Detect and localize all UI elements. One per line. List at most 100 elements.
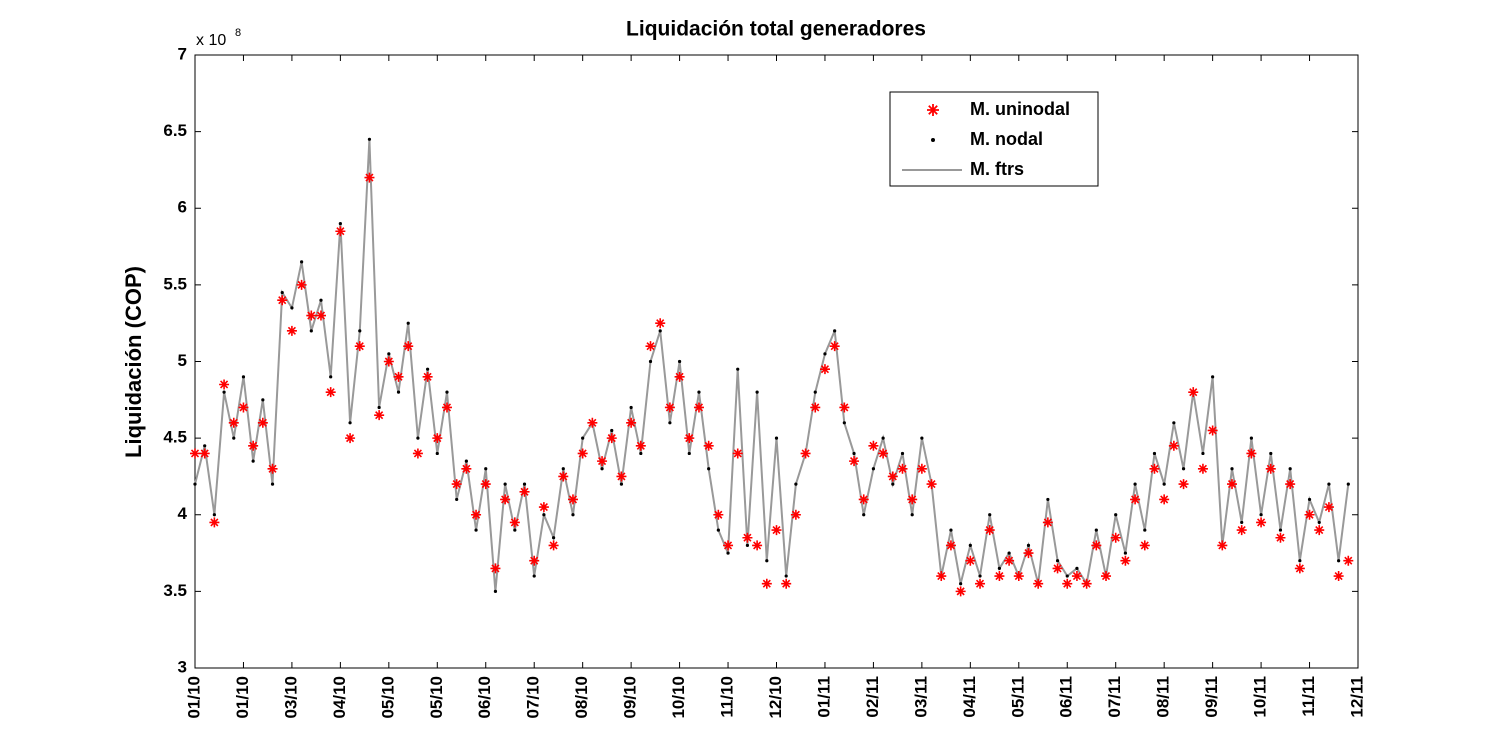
- uninodal-point: [1042, 517, 1053, 528]
- nodal-point: [193, 482, 197, 486]
- nodal-point: [387, 352, 391, 356]
- uninodal-point: [849, 456, 860, 467]
- y-tick-label: 3: [178, 657, 187, 676]
- y-tick-label: 6.5: [163, 121, 187, 140]
- uninodal-point: [480, 479, 491, 490]
- uninodal-point: [422, 371, 433, 382]
- uninodal-point: [645, 341, 656, 352]
- uninodal-point: [810, 402, 821, 413]
- nodal-point: [862, 513, 866, 517]
- uninodal-point: [296, 279, 307, 290]
- uninodal-point: [1159, 494, 1170, 505]
- uninodal-point: [1294, 563, 1305, 574]
- uninodal-point: [1265, 463, 1276, 474]
- x-tick-label: 08/10: [572, 676, 591, 719]
- uninodal-point: [286, 325, 297, 336]
- nodal-point: [871, 467, 876, 471]
- uninodal-point: [664, 402, 675, 413]
- uninodal-point: [354, 341, 365, 352]
- x-tick-label: 11/10: [718, 676, 737, 718]
- nodal-point: [1133, 482, 1137, 486]
- uninodal-point: [887, 471, 898, 482]
- uninodal-point: [1139, 540, 1150, 551]
- nodal-point: [280, 290, 284, 295]
- y-axis-label: Liquidación (COP): [121, 266, 146, 458]
- nodal-point: [1259, 513, 1263, 517]
- nodal-point: [571, 513, 575, 517]
- uninodal-point: [684, 433, 695, 444]
- y-tick-label: 3.5: [163, 581, 187, 600]
- uninodal-point: [936, 571, 947, 582]
- nodal-point: [1143, 528, 1147, 532]
- uninodal-point: [1033, 578, 1044, 589]
- nodal-point: [435, 451, 439, 456]
- uninodal-point: [364, 172, 375, 183]
- uninodal-point: [1197, 463, 1208, 474]
- nodal-point: [1026, 543, 1031, 548]
- uninodal-point: [703, 440, 714, 451]
- uninodal-point: [926, 479, 937, 490]
- nodal-point: [542, 513, 546, 517]
- nodal-point: [842, 421, 846, 425]
- uninodal-point: [1333, 571, 1344, 582]
- nodal-point: [881, 436, 885, 440]
- nodal-point: [367, 137, 372, 141]
- nodal-point: [794, 482, 798, 486]
- nodal-point: [396, 390, 401, 394]
- uninodal-point: [994, 571, 1005, 582]
- x-tick-label: 10/10: [669, 676, 688, 719]
- nodal-point: [290, 306, 294, 310]
- uninodal-point: [635, 440, 646, 451]
- nodal-point: [1162, 482, 1166, 486]
- nodal-point: [852, 451, 856, 456]
- nodal-point: [270, 482, 275, 486]
- uninodal-point: [1275, 532, 1286, 543]
- nodal-point: [416, 436, 420, 440]
- nodal-point: [1337, 559, 1341, 563]
- nodal-point: [891, 482, 895, 486]
- nodal-point: [1288, 467, 1292, 471]
- nodal-point: [648, 359, 653, 364]
- uninodal-point: [529, 555, 540, 566]
- uninodal-point: [335, 226, 346, 237]
- nodal-point: [319, 298, 323, 302]
- uninodal-point: [965, 555, 976, 566]
- uninodal-point: [1246, 448, 1257, 459]
- uninodal-point: [209, 517, 220, 528]
- nodal-point: [484, 467, 488, 471]
- uninodal-point: [771, 525, 782, 536]
- nodal-point: [745, 543, 750, 548]
- nodal-point: [1065, 574, 1069, 578]
- nodal-point: [707, 467, 711, 471]
- uninodal-point: [626, 417, 637, 428]
- uninodal-point: [1081, 578, 1092, 589]
- x-tick-label: 11/11: [1299, 676, 1318, 717]
- x-tick-label: 10/11: [1251, 676, 1270, 718]
- uninodal-point: [577, 448, 588, 459]
- nodal-point: [1046, 497, 1050, 502]
- uninodal-point: [257, 417, 268, 428]
- y-tick-label: 5.5: [163, 274, 187, 293]
- x-tick-label: 12/11: [1347, 676, 1366, 718]
- uninodal-point: [1110, 532, 1121, 543]
- nodal-point: [1181, 467, 1186, 471]
- uninodal-point: [1323, 502, 1334, 513]
- y-tick-label: 5: [178, 351, 187, 370]
- uninodal-point: [975, 578, 986, 589]
- x-tick-label: 05/10: [378, 676, 397, 719]
- nodal-point: [1269, 451, 1273, 456]
- uninodal-point: [868, 440, 879, 451]
- nodal-point: [212, 513, 216, 517]
- nodal-point: [1346, 482, 1350, 486]
- x-tick-label: 05/11: [1008, 676, 1027, 718]
- uninodal-point: [742, 532, 753, 543]
- nodal-point: [668, 421, 672, 425]
- uninodal-point: [752, 540, 763, 551]
- uninodal-point: [1343, 555, 1354, 566]
- nodal-point: [610, 428, 614, 433]
- nodal-point: [1327, 482, 1331, 486]
- nodal-point: [978, 574, 982, 578]
- nodal-point: [300, 260, 304, 264]
- x-tick-label: 01/10: [233, 676, 252, 719]
- nodal-point: [949, 528, 953, 532]
